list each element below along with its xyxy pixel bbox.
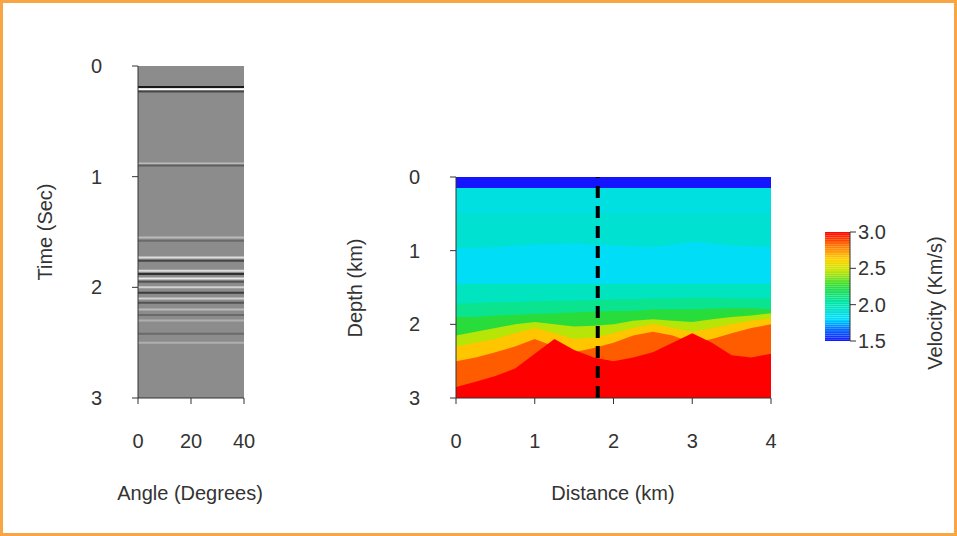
- svg-text:3.0: 3.0: [858, 221, 886, 243]
- html-text:Angle (Degrees): Angle (Degrees): [117, 481, 263, 504]
- svg-text:3: 3: [409, 387, 420, 409]
- svg-text:0: 0: [91, 55, 102, 77]
- svg-text:1: 1: [529, 430, 540, 452]
- svg-text:3: 3: [687, 430, 698, 452]
- svg-text:2: 2: [608, 430, 619, 452]
- html-text:Time (Sec): Time (Sec): [33, 183, 56, 281]
- html-text:Distance (km): Distance (km): [551, 481, 675, 504]
- svg-text:2: 2: [409, 313, 420, 335]
- svg-text:1: 1: [91, 166, 102, 188]
- svg-text:0: 0: [409, 166, 420, 188]
- svg-text:4: 4: [765, 430, 776, 452]
- svg-text:2: 2: [91, 276, 102, 298]
- svg-text:40: 40: [233, 430, 255, 452]
- svg-text:0: 0: [132, 430, 143, 452]
- html-text:Depth (km): Depth (km): [343, 238, 366, 338]
- svg-text:20: 20: [180, 430, 202, 452]
- svg-text:2.0: 2.0: [858, 294, 886, 316]
- html-text:Velocity (Km/s): Velocity (Km/s): [923, 236, 946, 370]
- svg-text:3: 3: [91, 387, 102, 409]
- svg-text:1: 1: [409, 240, 420, 262]
- svg-text:0: 0: [450, 430, 461, 452]
- svg-text:1.5: 1.5: [858, 330, 886, 352]
- svg-text:2.5: 2.5: [858, 257, 886, 279]
